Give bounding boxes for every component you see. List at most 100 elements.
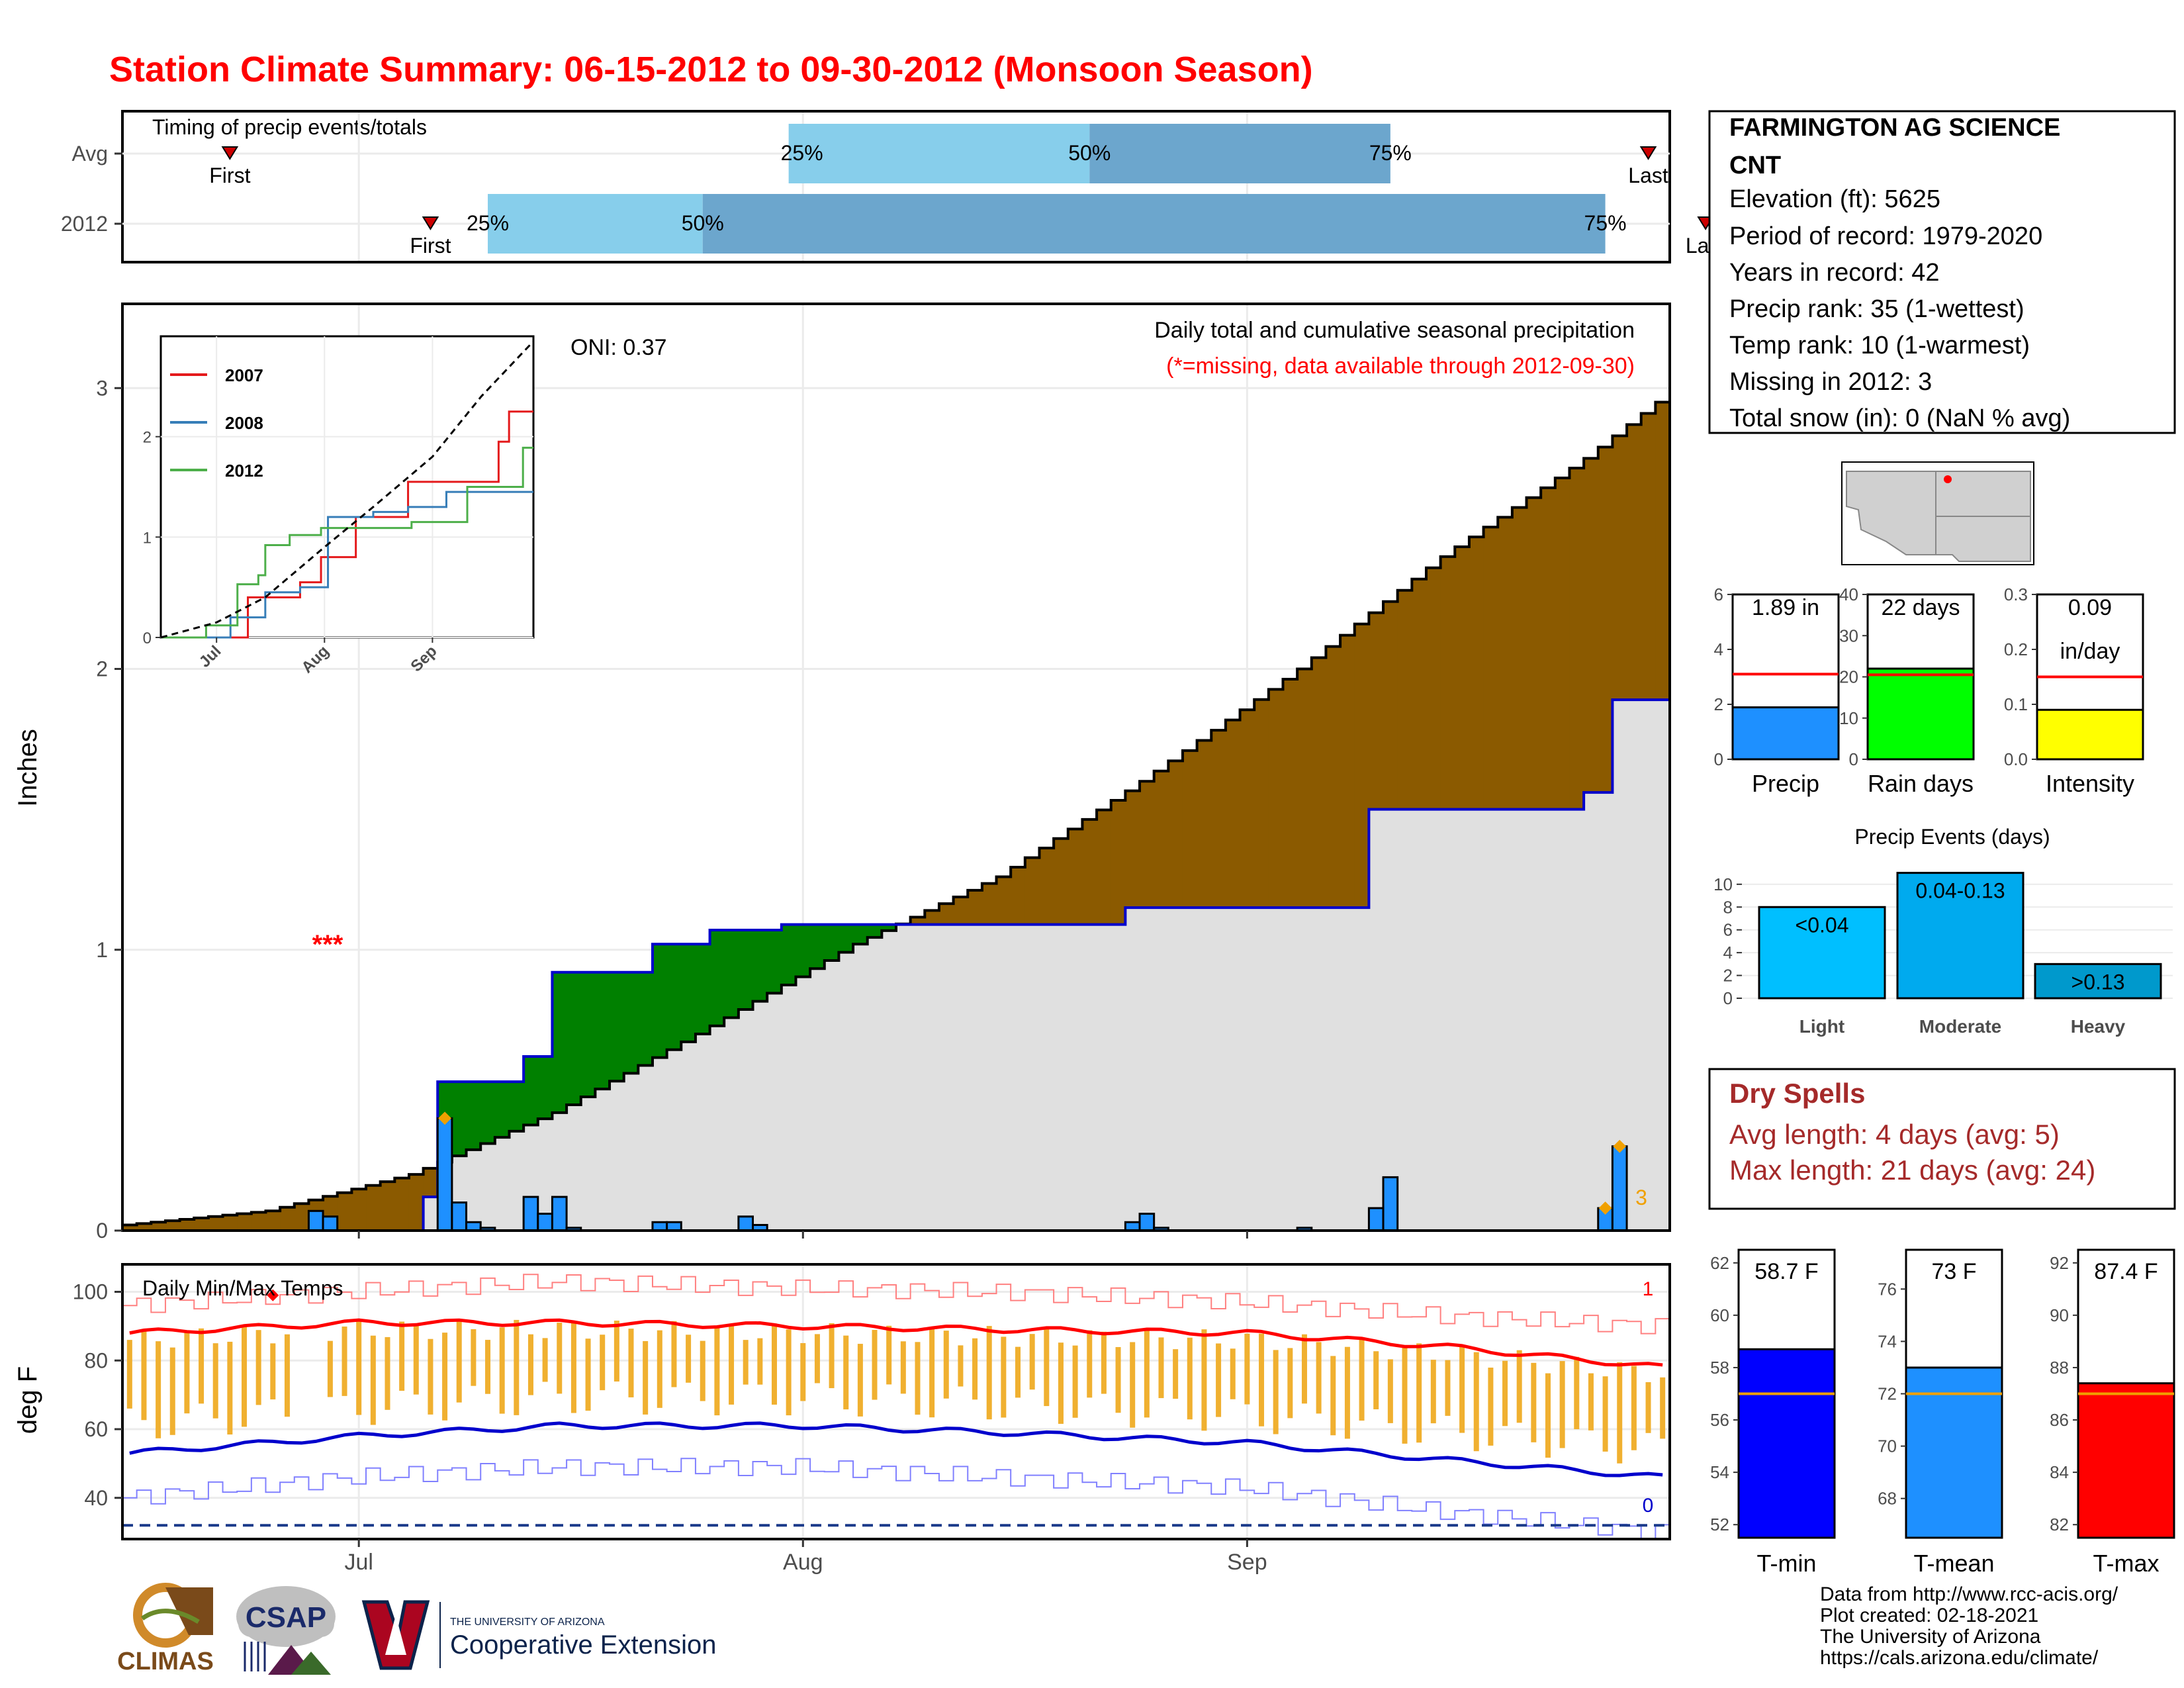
daily-precip-bar-0 bbox=[307, 1209, 324, 1232]
precip-event-bar-light bbox=[1758, 906, 1886, 1000]
daily-temp-bar-11 bbox=[284, 1334, 290, 1417]
daily-temp-bar-55 bbox=[915, 1342, 921, 1415]
deficit-band-96 bbox=[1498, 517, 1513, 810]
precip-event-category-heavy: Heavy bbox=[2071, 1016, 2126, 1037]
surplus-band-30 bbox=[552, 972, 567, 1113]
timing-label: Timing of precip events/totals bbox=[152, 115, 427, 139]
daily-temp-bar-27 bbox=[514, 1319, 520, 1415]
deficit-band-10 bbox=[265, 1211, 281, 1231]
summary-bars: 1.89 in Precip 0 2 4 6 22 days Rain days 0 10 20 30… bbox=[1714, 585, 2144, 797]
deficit-band-18 bbox=[380, 1182, 395, 1231]
precip-ytick-label-3: 3 bbox=[96, 376, 108, 400]
daily-temp-bar-98 bbox=[1531, 1362, 1537, 1442]
deficit-band-93 bbox=[1455, 546, 1470, 810]
temps-y-label: deg F bbox=[13, 1366, 42, 1434]
mini-bar-ytick-label-1-2: 20 bbox=[1839, 667, 1858, 687]
timing-first-label-Avg: First bbox=[209, 164, 250, 187]
daily-temp-bar-22 bbox=[442, 1333, 448, 1421]
dry-spells-box: Dry Spells Avg length: 4 days (avg: 5) M… bbox=[1708, 1068, 2176, 1210]
daily-temp-bar-77 bbox=[1230, 1348, 1236, 1399]
deficit-band-58 bbox=[953, 897, 968, 925]
daily-temp-bar-101 bbox=[1574, 1356, 1580, 1430]
mini-bar-ytick-label-2-3: 0.3 bbox=[2004, 585, 2028, 604]
daily-temp-bar-5 bbox=[199, 1328, 205, 1404]
footer-data-source: Data from http://www.rcc-acis.org/ bbox=[1820, 1583, 2118, 1605]
daily-temp-bar-34 bbox=[614, 1321, 619, 1382]
temp-bar-ytick-label-0-5: 62 bbox=[1710, 1253, 1729, 1273]
avg_min-line bbox=[129, 1421, 1663, 1477]
deficit-band-80 bbox=[1268, 689, 1284, 908]
temp-bar-label-0: T-min bbox=[1757, 1550, 1817, 1577]
daily-temp-bar-40 bbox=[700, 1340, 705, 1401]
ua-big-text: Cooperative Extension bbox=[450, 1630, 716, 1660]
deficit-band-66 bbox=[1068, 829, 1083, 925]
surplus-band-49 bbox=[824, 924, 840, 961]
mini-bar-1 bbox=[1866, 667, 1975, 761]
station-precip-rank: Precip rank: 35 (1-wettest) bbox=[1729, 295, 2025, 323]
deficit-band-85 bbox=[1340, 635, 1355, 908]
daily-temp-bar-87 bbox=[1373, 1351, 1379, 1409]
temp-bar-ytick-label-0-2: 56 bbox=[1710, 1410, 1729, 1430]
temp-bar-label-2: T-max bbox=[2093, 1550, 2159, 1577]
deficit-band-72 bbox=[1154, 771, 1169, 908]
temp-bar-ytick-label-0-0: 52 bbox=[1710, 1515, 1729, 1534]
daily-temp-bar-2 bbox=[156, 1341, 161, 1438]
station-name: FARMINGTON AG SCIENCE bbox=[1729, 114, 2060, 142]
daily-precip-bar-1 bbox=[322, 1215, 339, 1232]
precip-panel: 0 1 2 3 Inches ONI: 0.37 Daily total and cu… bbox=[13, 303, 1671, 1243]
events-ytick-label-0: 0 bbox=[1723, 988, 1733, 1008]
deficit-band-84 bbox=[1326, 646, 1341, 908]
daily-temp-bar-69 bbox=[1115, 1346, 1121, 1413]
surplus-band-47 bbox=[796, 924, 811, 977]
surplus-band-51 bbox=[853, 924, 868, 945]
surplus-band-40 bbox=[695, 944, 711, 1035]
surplus-band-43 bbox=[738, 930, 754, 1010]
deficit-band-81 bbox=[1283, 679, 1298, 908]
daily-temp-bar-35 bbox=[628, 1329, 634, 1397]
temps-ytick-label-2: 80 bbox=[84, 1348, 108, 1372]
daily-temp-bar-89 bbox=[1402, 1345, 1408, 1444]
record-high-count: 1 bbox=[1643, 1278, 1654, 1300]
deficit-band-60 bbox=[981, 883, 997, 925]
daily-temp-bar-62 bbox=[1015, 1346, 1021, 1398]
daily-temp-bar-3 bbox=[169, 1347, 175, 1435]
mini-bar-0 bbox=[1731, 706, 1840, 761]
daily-temp-bar-18 bbox=[385, 1336, 390, 1410]
temp-bar-ytick-label-1-4: 76 bbox=[1878, 1279, 1897, 1299]
deficit-band-59 bbox=[968, 890, 983, 925]
timing-p25-label-2012: 25% bbox=[467, 211, 509, 235]
daily-temp-bar-104 bbox=[1617, 1362, 1623, 1464]
dry-spells-title: Dry Spells bbox=[1729, 1078, 1865, 1109]
station-period: Period of record: 1979-2020 bbox=[1729, 222, 2042, 250]
daily-temp-bar-39 bbox=[686, 1335, 692, 1383]
daily-temp-bar-46 bbox=[786, 1329, 792, 1416]
inset-ytick-label-2: 2 bbox=[143, 429, 152, 447]
daily-temp-bar-94 bbox=[1473, 1352, 1479, 1452]
daily-temp-bar-8 bbox=[242, 1325, 248, 1427]
deficit-band-15 bbox=[337, 1192, 352, 1231]
deficit-band-91 bbox=[1426, 567, 1441, 810]
station-temp-rank: Temp rank: 10 (1-warmest) bbox=[1729, 332, 2030, 359]
station-elevation: Elevation (ft): 5625 bbox=[1729, 185, 1940, 213]
daily-temp-bar-81 bbox=[1287, 1348, 1293, 1419]
surplus-band-28 bbox=[523, 1056, 539, 1125]
csap-logo: CSAP bbox=[236, 1586, 336, 1675]
timing-row-label-2012: 2012 bbox=[61, 212, 108, 236]
events-ytick-label-2: 4 bbox=[1723, 943, 1733, 962]
inset-legend-label-2008: 2008 bbox=[225, 413, 263, 433]
deficit-band-1 bbox=[136, 1223, 152, 1231]
inset-line-avg bbox=[160, 340, 535, 639]
inset-ytick-label-1: 1 bbox=[143, 529, 152, 547]
mini-bar-ytick-label-1-0: 0 bbox=[1849, 749, 1858, 769]
daily-precip-bar-8 bbox=[551, 1196, 568, 1232]
mini-bar-label-2: Intensity bbox=[2046, 770, 2134, 797]
missing-count: 3 bbox=[1635, 1186, 1647, 1209]
deficit-band-57 bbox=[938, 904, 954, 925]
surplus-band-42 bbox=[724, 930, 739, 1018]
daily-temp-bar-73 bbox=[1173, 1349, 1179, 1399]
surplus-band-33 bbox=[595, 972, 610, 1090]
deficit-band-64 bbox=[1039, 848, 1054, 925]
daily-temp-bar-42 bbox=[729, 1324, 735, 1405]
deficit-band-101 bbox=[1569, 468, 1584, 810]
temp-bar-2 bbox=[2077, 1382, 2175, 1539]
